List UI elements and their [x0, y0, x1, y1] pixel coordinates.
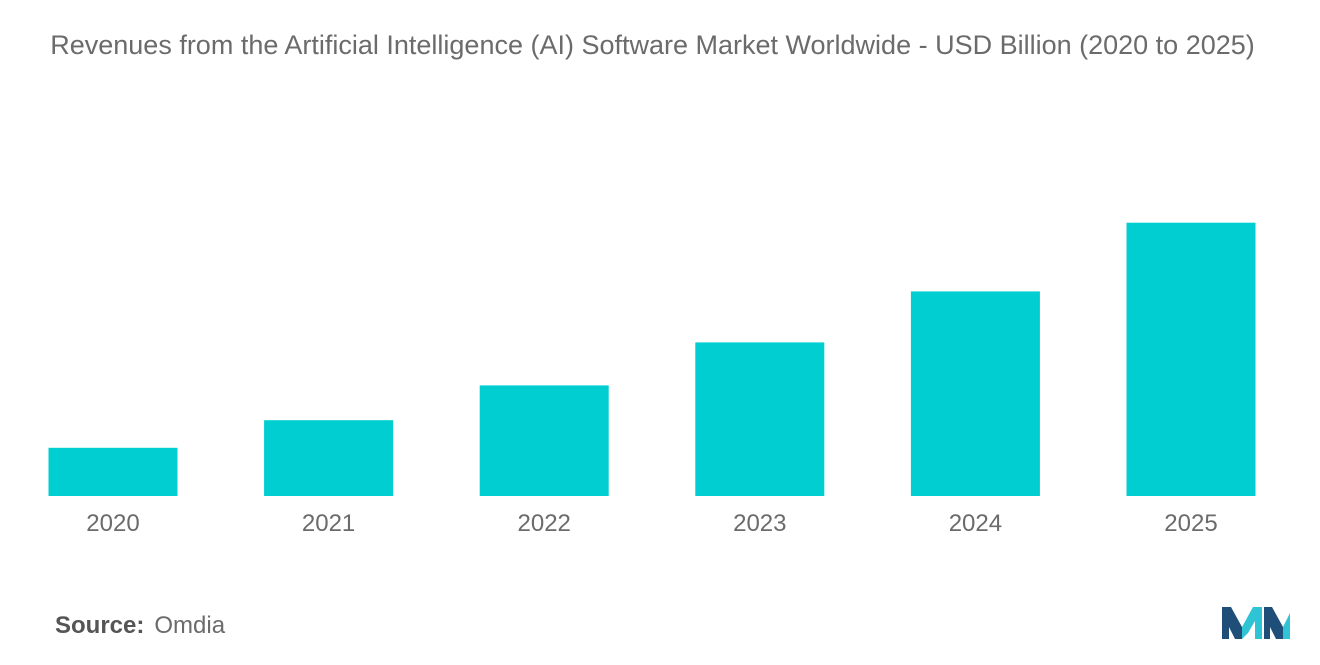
source-note: Source: Omdia: [55, 612, 225, 640]
x-tick-label-2025: 2025: [1164, 510, 1217, 537]
bar-2022: [479, 385, 609, 496]
bar-2023: [695, 342, 825, 496]
x-tick-label-2022: 2022: [518, 510, 571, 537]
source-value: Omdia: [154, 612, 226, 639]
source-label: Source:: [55, 612, 145, 639]
x-tick-label-2020: 2020: [86, 510, 139, 537]
bar-2020: [48, 447, 178, 496]
bar-2021: [264, 420, 394, 496]
x-tick-label-2024: 2024: [949, 510, 1002, 537]
chart-title: Revenues from the Artificial Intelligenc…: [50, 30, 1255, 60]
x-tick-label-2021: 2021: [302, 510, 355, 537]
bar-2025: [1126, 222, 1256, 496]
bar-2024: [910, 291, 1040, 496]
x-tick-label-2023: 2023: [733, 510, 786, 537]
bar-chart: 2020 2021 2022 2023 2024 2025: [48, 222, 1256, 537]
mordor-intelligence-logo-icon: [1222, 607, 1290, 639]
